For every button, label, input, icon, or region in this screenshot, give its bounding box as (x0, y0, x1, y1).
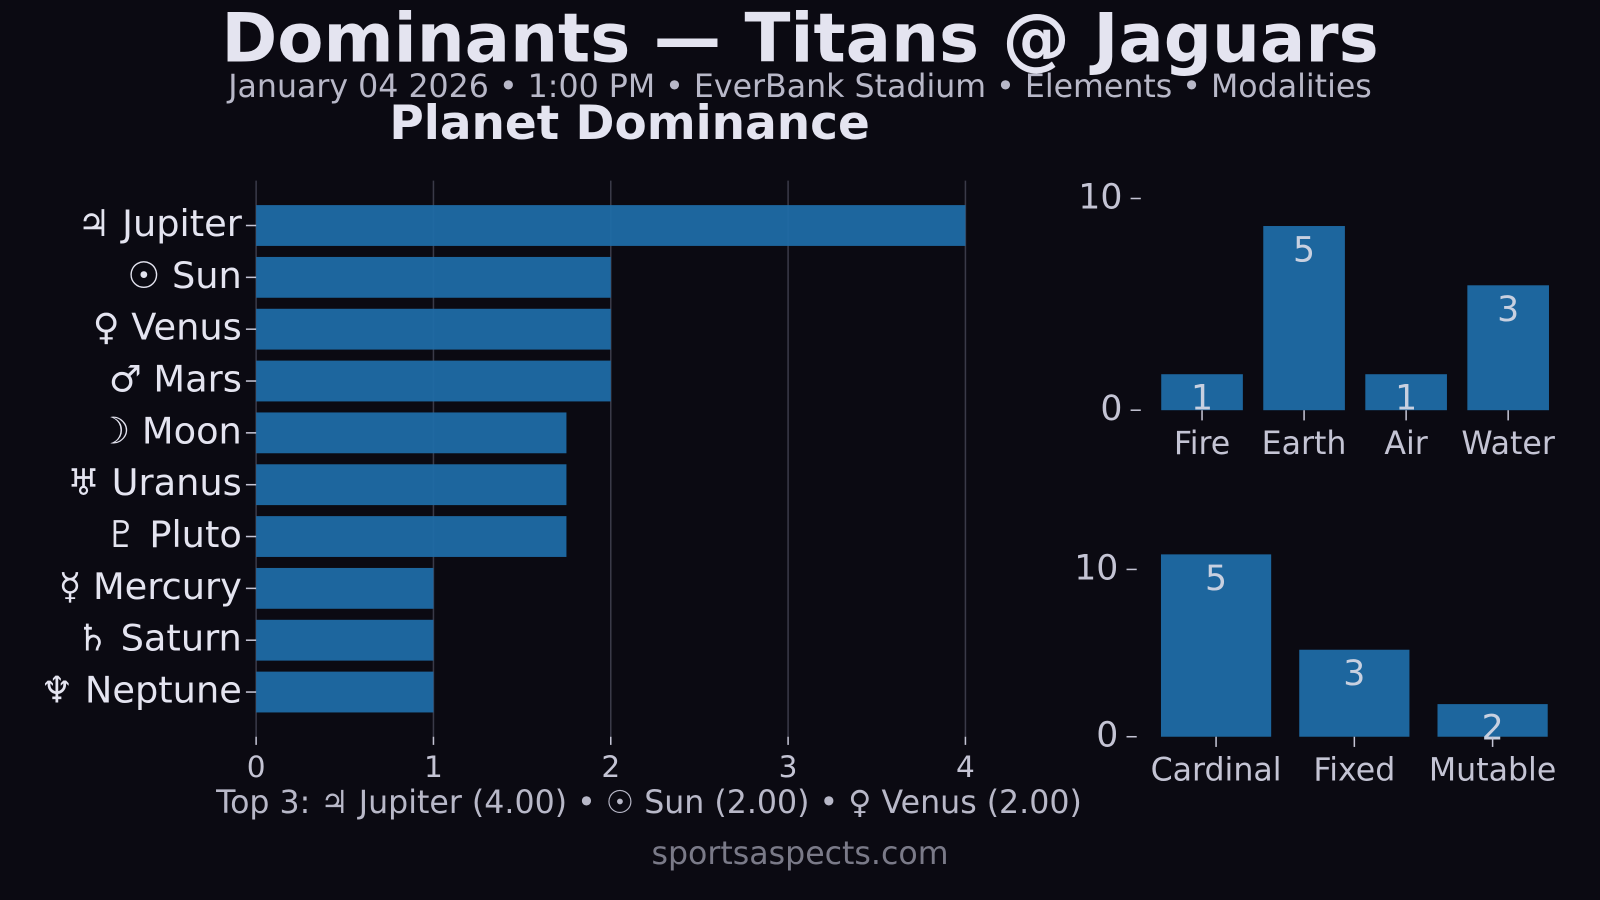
x-tick-label: 2 (601, 750, 620, 784)
bar (256, 412, 567, 454)
x-tick-label: 1 (424, 750, 443, 784)
page-title: Dominants — Titans @ Jaguars (221, 0, 1378, 77)
y-tick-label: ♂ Mars (109, 358, 242, 401)
footer: Top 3: ♃ Jupiter (4.00) • ☉ Sun (2.00) •… (215, 785, 1082, 821)
count-label: 3 (1343, 654, 1365, 694)
source: sportsaspects.com (651, 836, 948, 872)
y-tick-label: ♀ Venus (93, 306, 242, 349)
y-tick-label: ♅ Uranus (67, 461, 242, 504)
y-tick-label: ♄ Saturn (76, 617, 242, 660)
bar (256, 516, 567, 557)
bar (256, 464, 567, 506)
x-tick-label: Earth (1262, 426, 1347, 462)
y-tick-label: 10 (1078, 177, 1122, 217)
x-tick-label: Air (1384, 426, 1427, 462)
y-tick-label: ☉ Sun (127, 254, 241, 297)
bar (1160, 554, 1272, 737)
x-tick-label: Cardinal (1151, 752, 1282, 788)
bar (1437, 704, 1548, 737)
x-tick-label: Water (1461, 426, 1555, 462)
x-tick-label: 4 (956, 750, 975, 784)
bar (256, 619, 434, 661)
y-tick-label: ☽ Moon (97, 409, 241, 452)
y-tick-label: ♇ Pluto (105, 513, 242, 556)
bar (256, 567, 434, 609)
bar (1161, 374, 1243, 411)
bar (256, 308, 611, 350)
chart-title: Planet Dominance (389, 96, 869, 151)
bar (1365, 374, 1447, 411)
x-tick-label: 3 (779, 750, 798, 784)
y-tick-label: ♃ Jupiter (78, 202, 243, 245)
x-tick-label: Mutable (1429, 752, 1556, 788)
count-label: 1 (1191, 379, 1213, 419)
x-tick-label: Fixed (1313, 752, 1395, 788)
count-label: 3 (1497, 290, 1519, 330)
bar (256, 205, 966, 246)
bar (256, 671, 434, 713)
y-tick-label: ☿ Mercury (59, 565, 242, 608)
count-label: 5 (1205, 559, 1227, 599)
bar (1467, 285, 1549, 411)
count-label: 2 (1482, 709, 1504, 749)
y-tick-label: 0 (1096, 716, 1118, 756)
y-tick-label: ♆ Neptune (40, 669, 242, 712)
y-tick-label: 0 (1100, 389, 1122, 429)
count-label: 1 (1395, 379, 1417, 419)
bar (1299, 649, 1410, 737)
bar (1263, 226, 1345, 411)
y-tick-label: 10 (1074, 548, 1118, 588)
x-tick-label: Fire (1174, 426, 1230, 462)
count-label: 5 (1293, 231, 1315, 271)
subtitle: January 04 2026 • 1:00 PM • EverBank Sta… (226, 69, 1372, 105)
x-tick-label: 0 (247, 750, 266, 784)
bar (256, 360, 611, 402)
bar (256, 256, 611, 298)
